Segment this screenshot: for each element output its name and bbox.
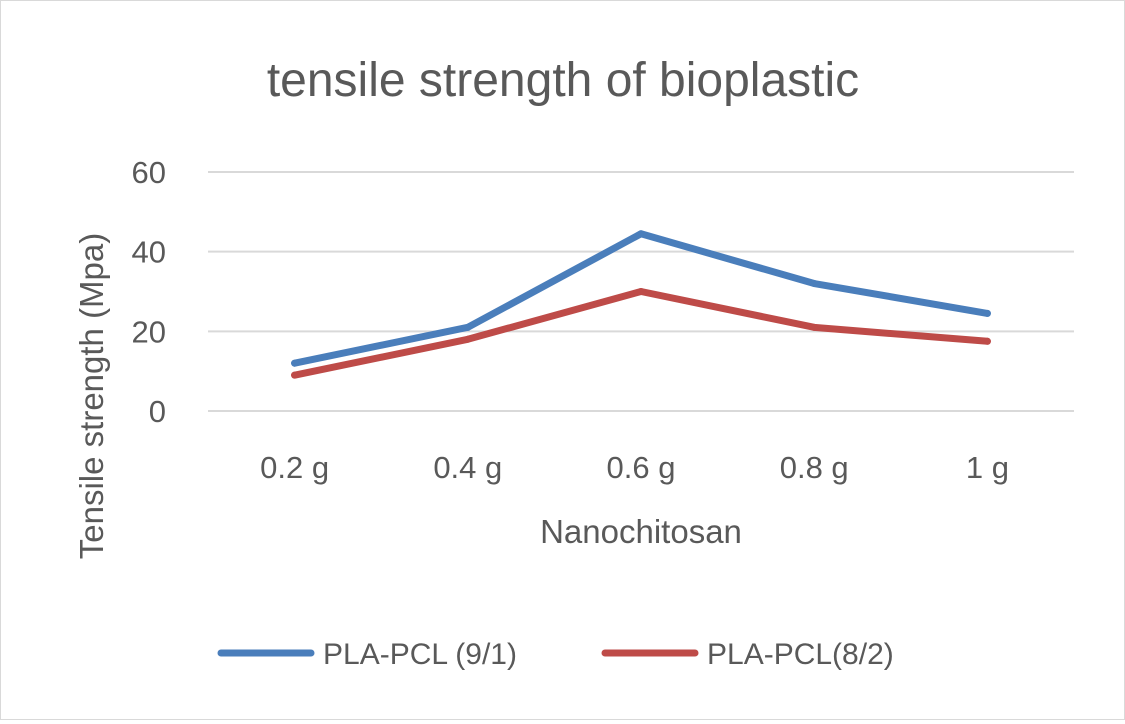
series-lines	[291, 230, 991, 379]
gridlines	[208, 171, 1074, 412]
y-axis-title: Tensile strength (Mpa)	[73, 233, 110, 559]
y-tick-label: 0	[149, 394, 166, 429]
data-point	[983, 309, 991, 317]
legend-item: PLA-PCL(8/2)	[601, 638, 894, 671]
x-tick-label: 0.8 g	[780, 450, 849, 485]
data-point	[983, 337, 991, 345]
y-tick-label: 40	[132, 235, 166, 270]
series-line-2	[291, 288, 991, 379]
legend: PLA-PCL (9/1) PLA-PCL(8/2)	[217, 638, 894, 671]
data-point	[291, 371, 299, 379]
x-tick-label: 1 g	[966, 450, 1009, 485]
y-tick-label: 20	[132, 314, 166, 349]
data-point	[637, 230, 645, 238]
legend-label: PLA-PCL(8/2)	[707, 638, 894, 671]
x-axis-ticks: 0.2 g 0.4 g 0.6 g 0.8 g 1 g	[260, 450, 1009, 485]
x-axis-title: Nanochitosan	[540, 513, 742, 550]
x-tick-label: 0.6 g	[607, 450, 676, 485]
data-point	[637, 288, 645, 295]
data-point	[291, 359, 299, 367]
data-point	[810, 323, 818, 331]
y-tick-label: 60	[132, 155, 166, 190]
data-point	[810, 280, 818, 288]
chart-title: tensile strength of bioplastic	[267, 54, 859, 107]
data-point	[464, 335, 472, 343]
series-line-1	[291, 230, 991, 367]
y-axis-ticks: 0 20 40 60	[132, 155, 166, 429]
x-tick-label: 0.2 g	[260, 450, 329, 485]
x-tick-label: 0.4 g	[433, 450, 502, 485]
legend-item: PLA-PCL (9/1)	[217, 638, 517, 671]
data-point	[464, 323, 472, 331]
legend-label: PLA-PCL (9/1)	[323, 638, 517, 671]
